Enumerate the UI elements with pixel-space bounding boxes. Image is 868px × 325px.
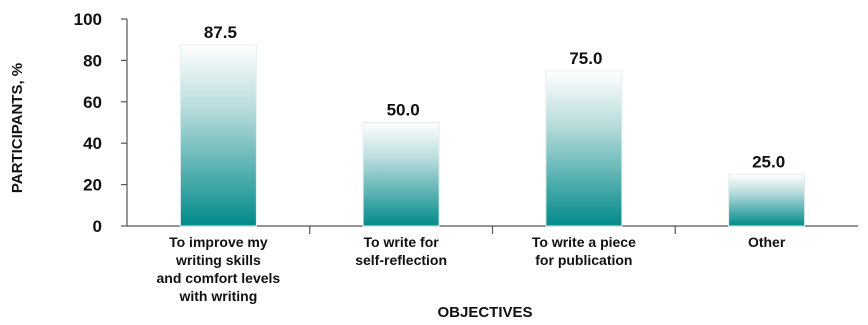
x-tick-label: To write for <box>364 234 440 250</box>
y-tick-label: 80 <box>83 51 102 70</box>
labels: 0 20 40 60 80 100 87.5 To improve my writing ski… <box>74 10 786 304</box>
y-tick-label: 20 <box>83 176 102 195</box>
bar <box>362 122 440 227</box>
x-tick-label: self-reflection <box>355 252 447 268</box>
y-axis-title: PARTICIPANTS, % <box>9 63 26 193</box>
data-label: 25.0 <box>752 152 785 171</box>
x-tick-label: Other <box>748 234 786 250</box>
y-tick-label: 60 <box>83 93 102 112</box>
data-label: 50.0 <box>387 101 420 120</box>
y-tick-label: 40 <box>83 134 102 153</box>
bar <box>545 70 623 227</box>
x-tick-label: with writing <box>178 288 257 304</box>
bar <box>728 173 806 227</box>
data-label: 87.5 <box>204 23 237 42</box>
bars <box>179 44 806 227</box>
x-tick-label: To improve my <box>169 234 268 250</box>
x-tick-label: To write a piece <box>532 234 636 250</box>
bar <box>179 44 257 227</box>
y-tick-label: 0 <box>93 217 102 236</box>
x-tick-label: for publication <box>535 252 632 268</box>
x-tick-label: writing skills <box>175 252 261 268</box>
data-label: 75.0 <box>569 49 602 68</box>
x-axis-title: OBJECTIVES <box>437 304 532 321</box>
y-tick-label: 100 <box>74 10 102 29</box>
x-tick-label: and comfort levels <box>157 270 281 286</box>
